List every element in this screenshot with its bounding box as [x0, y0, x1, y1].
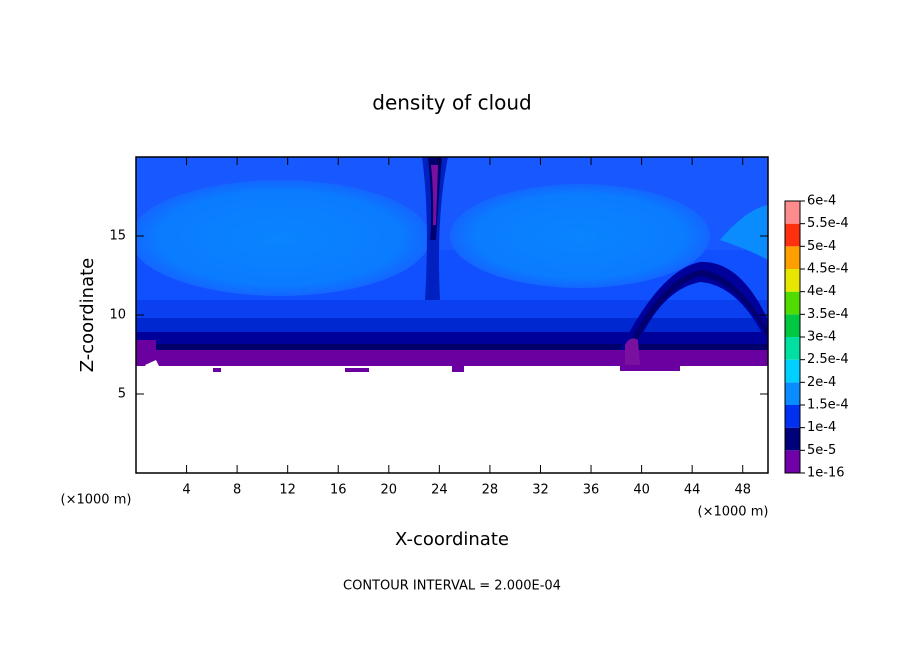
x-tick-label: 40	[633, 483, 650, 498]
colorbar-label: 5e-4	[807, 239, 836, 254]
colorbar-label: 4e-4	[807, 284, 836, 299]
colorbar-label: 6e-4	[807, 194, 836, 209]
y-unit: (×1000 m)	[61, 493, 132, 508]
colorbar-label: 5e-5	[807, 443, 836, 458]
colorbar-label: 3.5e-4	[807, 307, 849, 322]
x-tick-label: 4	[182, 483, 190, 498]
colorbar-label: 1e-16	[807, 466, 845, 481]
x-tick-label: 16	[330, 483, 347, 498]
y-tick-label: 15	[109, 229, 126, 244]
colorbar-bin	[785, 405, 800, 428]
colorbar-bin	[785, 246, 800, 269]
x-unit: (×1000 m)	[698, 505, 769, 520]
colorbar-bin	[785, 359, 800, 383]
x-tick-label: 8	[233, 483, 241, 498]
contour-interval: CONTOUR INTERVAL = 2.000E-04	[343, 579, 561, 594]
x-axis-title: X-coordinate	[395, 529, 509, 550]
colorbar-bin	[785, 269, 800, 292]
x-tick-label: 44	[684, 483, 701, 498]
colorbar-label: 4.5e-4	[807, 262, 849, 277]
colorbar-bin	[785, 427, 800, 451]
colorbar-bin	[785, 223, 800, 247]
colorbar-bin	[785, 201, 800, 224]
x-tick-label: 32	[532, 483, 549, 498]
colorbar-label: 5.5e-4	[807, 216, 849, 231]
colorbar-label: 3e-4	[807, 330, 836, 345]
colorbar-label: 2e-4	[807, 375, 836, 390]
contour-field	[136, 157, 768, 473]
colorbar-bin	[785, 450, 800, 473]
colorbar-bin	[785, 382, 800, 405]
colorbar-bin	[785, 291, 800, 315]
colorbar-bin	[785, 314, 800, 337]
colorbar-label: 1e-4	[807, 420, 836, 435]
colorbar-label: 2.5e-4	[807, 352, 849, 367]
y-tick-label: 5	[118, 387, 126, 402]
x-tick-label: 20	[381, 483, 398, 498]
x-tick-label: 36	[583, 483, 600, 498]
x-tick-label: 28	[482, 483, 499, 498]
y-tick-label: 10	[109, 308, 126, 323]
colorbar-label: 1.5e-4	[807, 398, 849, 413]
y-axis-title: Z-coordinate	[77, 258, 98, 373]
x-tick-label: 12	[279, 483, 296, 498]
x-tick-label: 24	[431, 483, 448, 498]
x-tick-label: 48	[734, 483, 751, 498]
colorbar-bin	[785, 337, 800, 360]
chart-title: density of cloud	[372, 91, 531, 115]
